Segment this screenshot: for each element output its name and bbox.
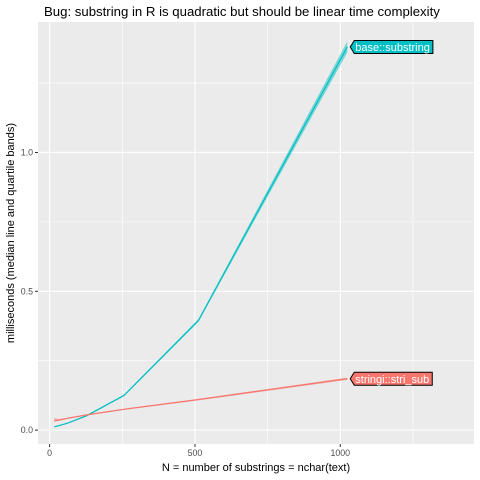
x-axis-title: N = number of substrings = nchar(text) [162, 462, 350, 474]
series-1 [54, 377, 348, 422]
x-tick-label: 500 [188, 448, 203, 458]
label-box [349, 371, 433, 386]
median-line [54, 46, 348, 428]
x-tick-label: 0 [47, 448, 52, 458]
y-axis-title: milliseconds (median line and quartile b… [5, 123, 17, 343]
series-label: base::substring [355, 42, 430, 54]
chart-title: Bug: substring in R is quadratic but sho… [44, 4, 440, 19]
direct-label-1: stringi::stri_sub [349, 371, 433, 386]
label-box [349, 39, 434, 54]
grid [38, 22, 474, 444]
series-0 [54, 41, 348, 428]
axis-ticks: 0 500 1000 0.0 0.5 1.0 [21, 147, 350, 458]
y-tick-label: 0.0 [21, 425, 33, 435]
x-tick-label: 1000 [331, 448, 351, 458]
direct-label-0: base::substring [349, 39, 434, 54]
series-label: stringi::stri_sub [355, 374, 429, 386]
median-line [54, 378, 348, 422]
series-layer [54, 41, 348, 428]
y-tick-label: 1.0 [21, 147, 33, 157]
y-tick-label: 0.5 [21, 286, 33, 296]
